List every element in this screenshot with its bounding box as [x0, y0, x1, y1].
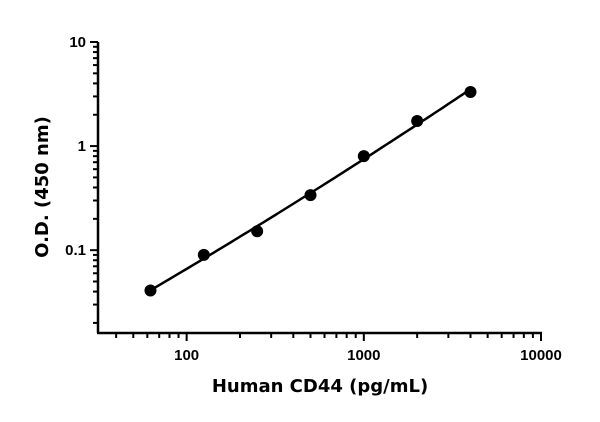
data-point [251, 225, 264, 238]
y-tick-label: 0.1 [65, 242, 86, 259]
y-tick-label: 10 [69, 34, 86, 51]
x-tick-label: 10000 [520, 347, 562, 364]
data-point [411, 115, 424, 128]
x-axis-title: Human CD44 (pg/mL) [212, 376, 428, 397]
x-tick-label: 100 [174, 347, 199, 364]
data-point [357, 150, 370, 163]
axes [90, 41, 542, 341]
x-tick-label: 1000 [347, 347, 380, 364]
data-point [304, 189, 317, 202]
y-axis-title: O.D. (450 nm) [32, 116, 53, 258]
tick-labels: 0.1 1 10 100 1000 10000 [65, 34, 562, 364]
data-point [464, 85, 477, 98]
data-point [144, 284, 157, 297]
data-points [144, 85, 477, 297]
data-point [197, 248, 210, 261]
y-tick-label: 1 [78, 138, 86, 155]
